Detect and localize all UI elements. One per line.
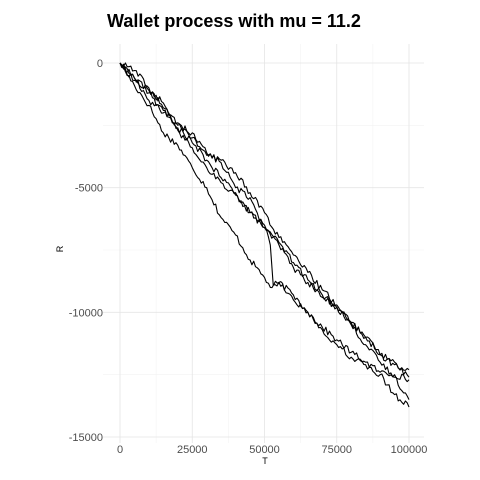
x-tick-label: 0 (117, 444, 123, 456)
x-axis-ticks: 0 25000 50000 75000 100000 (117, 444, 427, 456)
x-tick-label: 25000 (177, 444, 208, 456)
x-axis-label: T (262, 456, 268, 466)
chart-title: Wallet process with mu = 11.2 (107, 11, 361, 31)
x-tick-label: 50000 (249, 444, 280, 456)
series-lines (119, 62, 410, 408)
y-axis-label: R (55, 245, 65, 252)
series-line (119, 62, 410, 408)
x-tick-label: 75000 (321, 444, 352, 456)
y-tick-label: -10000 (69, 307, 103, 319)
y-tick-label: -5000 (75, 183, 103, 195)
gridlines (103, 44, 424, 443)
x-tick-label: 100000 (391, 444, 428, 456)
y-tick-label: -15000 (69, 432, 103, 444)
series-line (119, 62, 410, 383)
y-axis-ticks: 0 -5000 -10000 -15000 (69, 58, 103, 444)
y-tick-label: 0 (97, 58, 103, 70)
